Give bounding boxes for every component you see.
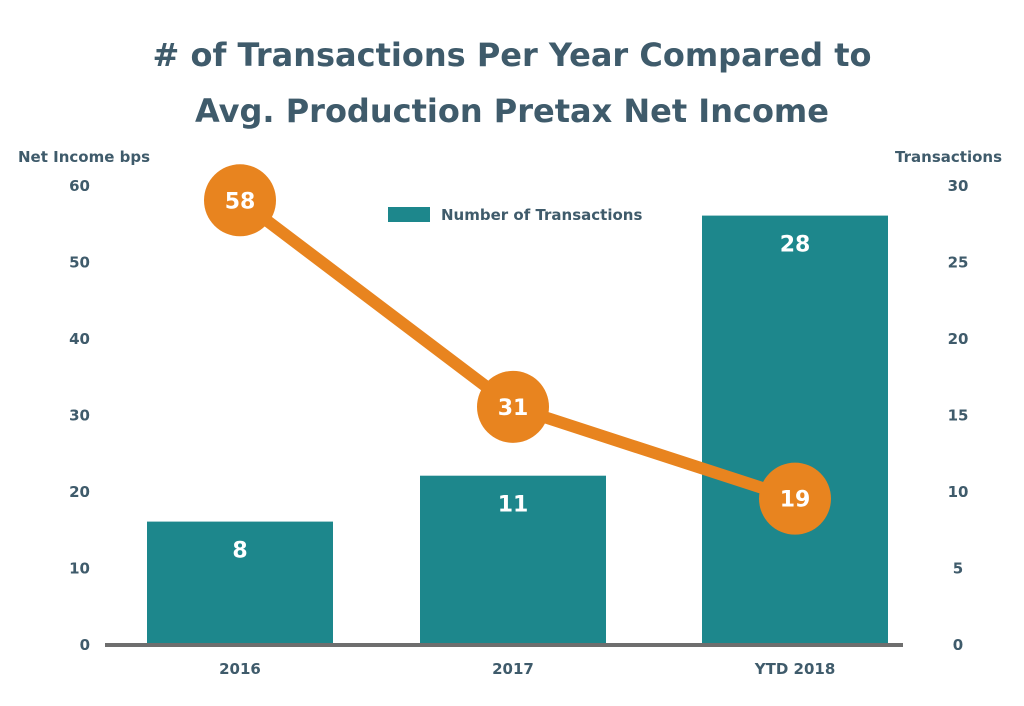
category-labels: 2016 2017 YTD 2018 bbox=[219, 660, 835, 678]
left-tick-label: 20 bbox=[69, 483, 90, 501]
right-tick-label: 25 bbox=[948, 254, 969, 272]
right-tick-label: 0 bbox=[953, 636, 963, 654]
chart-title-line-2: Avg. Production Pretax Net Income bbox=[195, 92, 829, 130]
left-axis-title: Net Income bps bbox=[18, 148, 150, 166]
line-point bbox=[204, 164, 276, 237]
chart-title-line-1: # of Transactions Per Year Compared to bbox=[153, 36, 872, 74]
legend: Number of Transactions bbox=[388, 206, 642, 224]
bar bbox=[420, 475, 606, 644]
left-axis-ticks: 0 10 20 30 40 50 60 bbox=[69, 177, 90, 654]
line-series: 58 31 19 bbox=[204, 164, 831, 535]
bar bbox=[147, 521, 333, 644]
line-point-label: 58 bbox=[225, 189, 256, 214]
left-tick-label: 0 bbox=[80, 636, 90, 654]
legend-label: Number of Transactions bbox=[441, 206, 642, 224]
right-tick-label: 5 bbox=[953, 560, 963, 578]
left-tick-label: 60 bbox=[69, 177, 90, 195]
line-point-label: 31 bbox=[498, 396, 529, 421]
bar-series: 8 11 28 bbox=[147, 215, 888, 644]
right-tick-label: 30 bbox=[948, 177, 969, 195]
bar bbox=[702, 215, 888, 644]
legend-swatch bbox=[388, 207, 430, 222]
left-tick-label: 50 bbox=[69, 254, 90, 272]
right-axis-ticks: 0 5 10 15 20 25 30 bbox=[948, 177, 969, 654]
bar-value-label: 11 bbox=[498, 493, 529, 518]
left-tick-label: 10 bbox=[69, 560, 90, 578]
right-tick-label: 15 bbox=[948, 407, 969, 425]
line-point bbox=[759, 462, 831, 535]
left-tick-label: 40 bbox=[69, 330, 90, 348]
bar-value-label: 8 bbox=[232, 539, 247, 564]
category-label: 2016 bbox=[219, 660, 261, 678]
right-tick-label: 20 bbox=[948, 330, 969, 348]
category-label: 2017 bbox=[492, 660, 534, 678]
right-tick-label: 10 bbox=[948, 483, 969, 501]
category-label: YTD 2018 bbox=[754, 660, 836, 678]
left-tick-label: 30 bbox=[69, 407, 90, 425]
line-point-label: 19 bbox=[780, 488, 811, 513]
bar-value-label: 28 bbox=[780, 233, 811, 258]
right-axis-title: Transactions bbox=[895, 148, 1002, 166]
line-point bbox=[477, 370, 549, 443]
